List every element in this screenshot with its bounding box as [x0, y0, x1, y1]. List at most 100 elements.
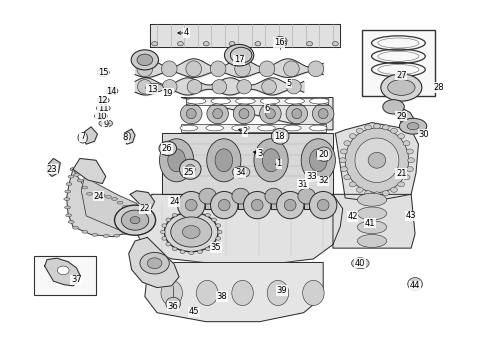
- Ellipse shape: [373, 124, 380, 129]
- Polygon shape: [186, 98, 328, 105]
- Polygon shape: [181, 98, 333, 130]
- Ellipse shape: [232, 166, 250, 178]
- Ellipse shape: [310, 125, 327, 131]
- Ellipse shape: [407, 167, 414, 172]
- Ellipse shape: [205, 247, 210, 251]
- Text: 16: 16: [274, 38, 285, 47]
- Text: 9: 9: [103, 120, 108, 129]
- Ellipse shape: [77, 179, 83, 182]
- Ellipse shape: [235, 61, 250, 77]
- Ellipse shape: [230, 49, 248, 62]
- Ellipse shape: [391, 187, 397, 192]
- Ellipse shape: [161, 280, 182, 306]
- Ellipse shape: [284, 125, 301, 131]
- Polygon shape: [333, 194, 415, 248]
- Ellipse shape: [207, 139, 241, 182]
- Ellipse shape: [70, 168, 76, 171]
- Bar: [362, 30, 435, 96]
- Text: 10: 10: [96, 112, 106, 121]
- Text: 28: 28: [434, 83, 444, 92]
- Ellipse shape: [197, 250, 202, 253]
- Text: 14: 14: [106, 86, 116, 95]
- Ellipse shape: [313, 104, 334, 124]
- Ellipse shape: [138, 80, 152, 94]
- Text: 20: 20: [318, 150, 328, 159]
- Ellipse shape: [258, 125, 275, 131]
- Ellipse shape: [112, 198, 118, 201]
- Ellipse shape: [205, 213, 210, 217]
- Ellipse shape: [351, 258, 369, 269]
- Ellipse shape: [172, 247, 177, 251]
- Text: 26: 26: [162, 144, 172, 153]
- Polygon shape: [392, 105, 416, 131]
- Ellipse shape: [82, 186, 88, 189]
- Ellipse shape: [318, 109, 328, 119]
- Text: 45: 45: [189, 307, 199, 316]
- Text: 24: 24: [169, 197, 179, 206]
- Ellipse shape: [186, 61, 201, 77]
- Ellipse shape: [185, 199, 197, 211]
- Ellipse shape: [162, 237, 167, 240]
- Ellipse shape: [251, 199, 263, 211]
- Ellipse shape: [310, 98, 329, 104]
- Text: 37: 37: [71, 275, 82, 284]
- Ellipse shape: [105, 195, 111, 198]
- Text: 24: 24: [93, 192, 104, 201]
- Ellipse shape: [349, 134, 356, 139]
- Ellipse shape: [206, 125, 223, 131]
- Ellipse shape: [262, 80, 276, 94]
- Ellipse shape: [365, 191, 371, 196]
- Text: 41: 41: [365, 219, 375, 228]
- Ellipse shape: [355, 138, 399, 183]
- Ellipse shape: [186, 98, 206, 104]
- Ellipse shape: [398, 182, 405, 187]
- Text: 44: 44: [410, 281, 420, 290]
- Polygon shape: [335, 123, 418, 202]
- Ellipse shape: [216, 224, 220, 228]
- Ellipse shape: [93, 193, 99, 196]
- Text: 43: 43: [406, 211, 416, 220]
- Ellipse shape: [230, 47, 252, 63]
- Ellipse shape: [287, 80, 301, 94]
- Ellipse shape: [187, 80, 202, 94]
- Ellipse shape: [128, 229, 134, 232]
- Polygon shape: [238, 201, 244, 210]
- Ellipse shape: [87, 192, 93, 195]
- Ellipse shape: [344, 141, 351, 146]
- Ellipse shape: [129, 222, 135, 225]
- Ellipse shape: [162, 80, 177, 94]
- Ellipse shape: [68, 175, 74, 178]
- Polygon shape: [162, 134, 333, 194]
- Ellipse shape: [97, 105, 110, 112]
- Ellipse shape: [382, 191, 389, 196]
- Ellipse shape: [284, 199, 296, 211]
- Ellipse shape: [317, 147, 332, 161]
- Text: 33: 33: [306, 172, 317, 181]
- Ellipse shape: [130, 217, 140, 224]
- Text: 17: 17: [234, 55, 245, 64]
- Ellipse shape: [66, 183, 72, 185]
- Text: 4: 4: [184, 28, 189, 37]
- Ellipse shape: [237, 80, 251, 94]
- Ellipse shape: [213, 109, 222, 119]
- Ellipse shape: [408, 278, 422, 291]
- Ellipse shape: [301, 139, 335, 182]
- Ellipse shape: [137, 54, 153, 66]
- Ellipse shape: [179, 159, 201, 179]
- Ellipse shape: [383, 100, 404, 114]
- Ellipse shape: [166, 218, 171, 221]
- Ellipse shape: [98, 68, 109, 77]
- Ellipse shape: [365, 125, 371, 130]
- Polygon shape: [47, 158, 60, 176]
- Ellipse shape: [407, 123, 419, 130]
- Ellipse shape: [357, 207, 387, 220]
- Ellipse shape: [403, 141, 410, 146]
- Ellipse shape: [211, 192, 238, 219]
- Polygon shape: [81, 169, 143, 229]
- Ellipse shape: [232, 188, 249, 204]
- Polygon shape: [135, 194, 343, 264]
- Ellipse shape: [160, 230, 165, 234]
- Ellipse shape: [164, 212, 218, 252]
- Ellipse shape: [166, 297, 180, 310]
- Ellipse shape: [357, 193, 387, 206]
